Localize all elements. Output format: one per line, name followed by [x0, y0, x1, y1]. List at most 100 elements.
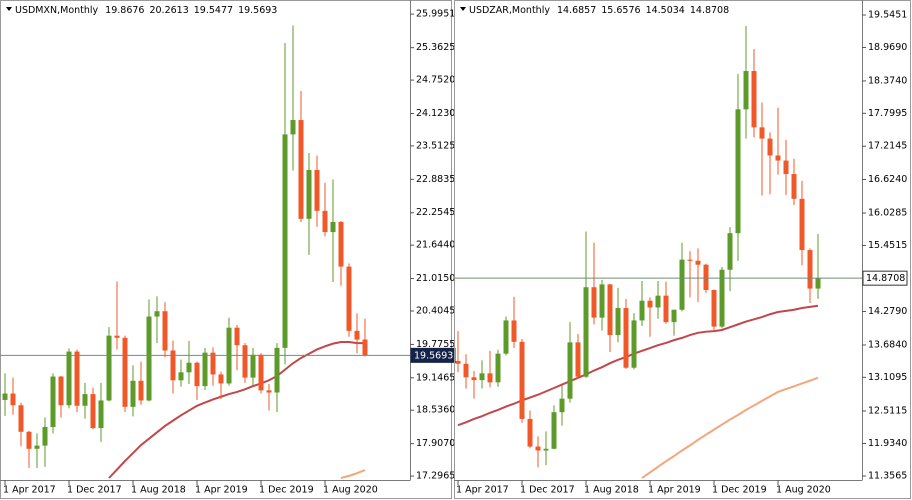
chart-window	[454, 0, 911, 499]
candle-body	[274, 347, 280, 393]
candle-body	[298, 120, 304, 219]
candle-body	[535, 446, 541, 451]
candle-body	[647, 300, 653, 308]
candle-body	[695, 260, 701, 265]
candle-body	[671, 309, 677, 323]
candle-body	[743, 71, 749, 110]
candle-body	[591, 287, 597, 318]
y-tick-label: 14.2790	[868, 306, 907, 317]
candle-body	[186, 362, 192, 373]
candle-body	[663, 295, 669, 323]
candle-body	[34, 445, 40, 449]
candle-body	[66, 351, 72, 406]
candle-body	[194, 362, 200, 387]
candle-body	[10, 393, 16, 406]
y-tick-label: 13.1095	[868, 372, 907, 383]
ohlc-open: 19.8676	[105, 5, 144, 16]
y-tick-label: 18.9690	[868, 42, 907, 53]
y-tick-label: 18.5360	[416, 405, 455, 416]
price-label-box	[862, 270, 908, 286]
candle-body	[735, 109, 741, 234]
candle-body	[178, 372, 184, 381]
y-tick-label: 25.3625	[416, 42, 455, 53]
candle-body	[455, 360, 461, 364]
candle-body	[703, 264, 709, 291]
candle-body	[42, 427, 48, 446]
candle-body	[338, 222, 344, 267]
candle-body	[354, 330, 360, 340]
y-tick-label: 18.3740	[868, 75, 907, 86]
y-tick-label: 16.6240	[868, 174, 907, 185]
candle-body	[791, 174, 797, 199]
candle-body	[519, 341, 525, 419]
x-tick-label: 1 Apr 2017	[3, 485, 56, 496]
y-tick-label: 19.5451	[868, 10, 907, 21]
candle-body	[719, 269, 725, 327]
candle-body	[58, 376, 64, 406]
x-tick-label: 1 Apr 2019	[648, 485, 701, 496]
candle-body	[575, 342, 581, 377]
candle-body	[639, 300, 645, 321]
candle-body	[98, 400, 104, 429]
candle-body	[122, 337, 128, 407]
ohlc-open: 14.6857	[557, 5, 596, 16]
chart-title: USDMXN,Monthly	[15, 5, 99, 16]
candle-body	[543, 448, 549, 451]
candle-body	[487, 373, 493, 383]
candle-body	[527, 418, 533, 447]
x-tick-label: 1 Dec 2017	[520, 485, 575, 496]
candle-body	[511, 320, 517, 342]
y-tick-label: 24.1230	[416, 108, 455, 119]
candle-body	[26, 431, 32, 449]
candle-body	[242, 345, 248, 378]
y-tick-label: 11.3565	[868, 471, 907, 482]
candle-body	[250, 354, 256, 378]
chart-header: USDZAR,Monthly 14.6857 15.6576 14.5034 14.87…	[469, 5, 729, 16]
y-tick-label: 16.0285	[868, 207, 907, 218]
ohlc-high: 20.2613	[149, 5, 188, 16]
y-tick-label: 11.9340	[868, 438, 907, 449]
candle-body	[607, 284, 613, 336]
y-tick-label: 22.2545	[416, 207, 455, 218]
candle-body	[210, 352, 216, 375]
candle-body	[74, 351, 80, 406]
y-tick-label: 23.5125	[416, 140, 455, 151]
y-tick-label: 17.2145	[868, 141, 907, 152]
candle-body	[234, 327, 240, 346]
candle-body	[751, 71, 757, 128]
candle-body	[218, 374, 224, 384]
candle-body	[330, 222, 336, 233]
candle-body	[322, 210, 328, 233]
candle-body	[567, 342, 573, 399]
y-tick-label: 24.7520	[416, 75, 455, 86]
y-tick-label: 17.9070	[416, 438, 455, 449]
candle-body	[559, 398, 565, 413]
header-marker	[460, 7, 466, 11]
candle-body	[50, 376, 56, 428]
x-tick-label: 1 Aug 2018	[131, 485, 186, 496]
y-tick-label: 21.0150	[416, 273, 455, 284]
candle-body	[146, 316, 152, 401]
candle-body	[767, 138, 773, 156]
moving-average	[108, 341, 365, 479]
candle-body	[687, 259, 693, 261]
candle-body	[551, 412, 557, 449]
candle-body	[799, 198, 805, 251]
candle-body	[495, 353, 501, 383]
candle-body	[631, 320, 637, 368]
y-tick-label: 19.1465	[416, 372, 455, 383]
moving-average	[641, 376, 819, 479]
ohlc-low: 19.5477	[194, 5, 233, 16]
x-tick-label: 1 Dec 2019	[259, 485, 314, 496]
candle-body	[18, 405, 24, 432]
plot-area	[455, 26, 821, 479]
candle-body	[362, 339, 368, 356]
x-tick-label: 1 Aug 2018	[584, 485, 639, 496]
candle-body	[655, 295, 661, 308]
candle-body	[290, 120, 296, 135]
candle-body	[154, 311, 160, 317]
candle-body	[599, 284, 605, 318]
ohlc-low: 14.5034	[646, 5, 685, 16]
y-tick-label: 13.6840	[868, 339, 907, 350]
